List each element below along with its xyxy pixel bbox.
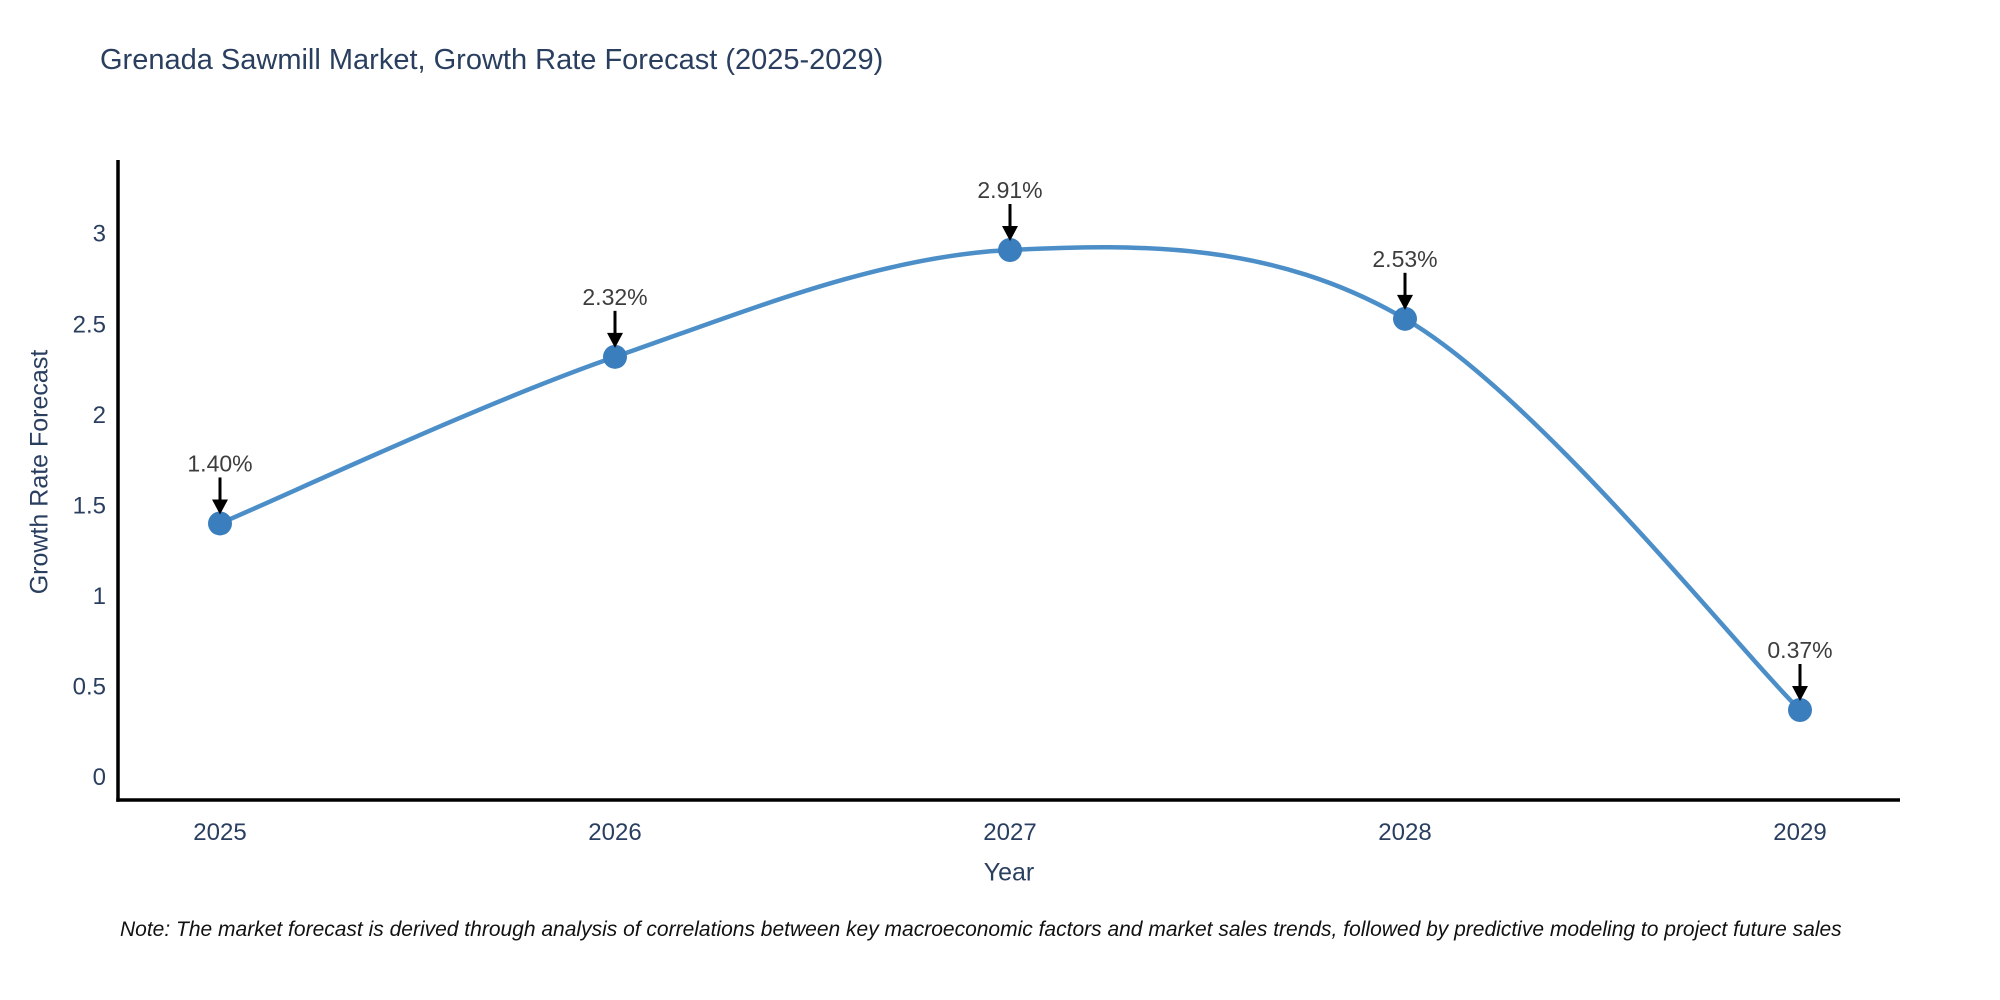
x-tick-label: 2028: [1378, 819, 1431, 846]
y-tick-label: 2.5: [73, 311, 106, 338]
footnote: Note: The market forecast is derived thr…: [120, 918, 1842, 941]
data-point-marker[interactable]: [208, 511, 232, 536]
data-point-marker[interactable]: [1788, 697, 1812, 722]
annotation-label: 2.91%: [977, 177, 1042, 203]
y-tick-label: 0: [93, 764, 106, 791]
annotation-arrow-head: [1792, 685, 1808, 701]
chart-title: Grenada Sawmill Market, Growth Rate Fore…: [100, 44, 884, 76]
annotation-arrow-head: [212, 499, 228, 515]
annotation-label: 2.53%: [1372, 246, 1437, 272]
y-tick-label: 0.5: [73, 673, 106, 700]
data-point-marker[interactable]: [603, 344, 627, 369]
x-tick-label: 2025: [193, 819, 246, 846]
annotation-arrow-head: [1397, 294, 1413, 310]
y-tick-label: 2: [93, 402, 106, 429]
y-tick-label: 1.5: [73, 492, 106, 519]
x-tick-label: 2027: [983, 819, 1036, 846]
x-tick-label: 2029: [1773, 819, 1826, 846]
data-point-marker[interactable]: [998, 237, 1022, 262]
y-tick-label: 3: [93, 221, 106, 248]
data-point-marker[interactable]: [1393, 306, 1417, 331]
x-tick-label: 2026: [588, 819, 641, 846]
annotation-label: 0.37%: [1767, 637, 1832, 663]
annotation-arrow-head: [607, 332, 623, 348]
annotation-label: 2.32%: [582, 284, 647, 310]
y-tick-label: 1: [93, 583, 106, 610]
forecast-line: [219, 245, 1802, 712]
x-axis-title: Year: [983, 858, 1035, 887]
annotation-label: 1.40%: [187, 450, 252, 476]
annotation-arrow-head: [1002, 225, 1018, 241]
